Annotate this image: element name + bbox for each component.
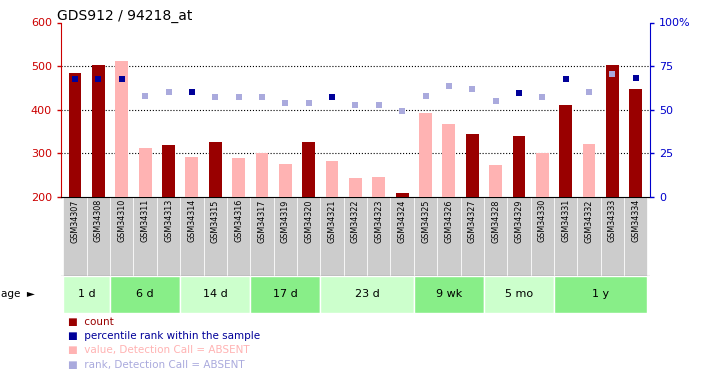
Text: ■  value, Detection Call = ABSENT: ■ value, Detection Call = ABSENT [68,345,250,355]
Text: GDS912 / 94218_at: GDS912 / 94218_at [57,9,193,23]
Bar [349,178,362,197]
Text: 9 wk: 9 wk [436,290,462,299]
Bar [227,197,251,276]
Text: 17 d: 17 d [273,290,298,299]
Text: ■  percentile rank within the sample: ■ percentile rank within the sample [68,331,261,341]
Text: GSM34326: GSM34326 [444,199,453,243]
Text: GSM34331: GSM34331 [561,199,570,243]
Bar [232,158,245,197]
Bar [367,197,391,276]
Bar [180,197,203,276]
Bar [582,144,595,197]
Bar [437,197,460,276]
Text: GSM34327: GSM34327 [467,199,477,243]
Bar [116,61,129,197]
Bar [180,276,251,313]
Bar [279,164,292,197]
Text: GSM34332: GSM34332 [584,199,594,243]
Text: GSM34319: GSM34319 [281,199,290,243]
Text: GSM34322: GSM34322 [351,199,360,243]
Bar [139,148,151,197]
Bar [203,197,227,276]
Text: GSM34314: GSM34314 [187,199,196,243]
Bar [209,142,222,197]
Text: GSM34328: GSM34328 [491,199,500,243]
Bar [256,153,269,197]
Bar [274,197,297,276]
Text: 6 d: 6 d [136,290,154,299]
Bar [484,197,508,276]
Bar [536,153,549,197]
Bar [251,276,320,313]
Text: ■  count: ■ count [68,317,114,327]
Bar [157,197,180,276]
Bar [513,136,526,197]
Bar [302,142,315,197]
Bar [320,197,344,276]
Bar [326,161,338,197]
Bar [414,276,484,313]
Text: age  ►: age ► [1,290,35,299]
Bar [508,197,531,276]
Bar [489,165,502,197]
Text: 23 d: 23 d [355,290,380,299]
Text: 14 d: 14 d [203,290,228,299]
Text: GSM34310: GSM34310 [117,199,126,243]
Bar [484,276,554,313]
Bar [69,73,81,197]
Text: GSM34315: GSM34315 [210,199,220,243]
Bar [92,65,105,197]
Text: GSM34316: GSM34316 [234,199,243,243]
Bar [630,89,642,197]
Text: ■  rank, Detection Call = ABSENT: ■ rank, Detection Call = ABSENT [68,360,245,370]
Bar [460,197,484,276]
Bar [297,197,320,276]
Bar [624,197,648,276]
Text: GSM34308: GSM34308 [94,199,103,243]
Bar [251,197,274,276]
Bar [554,197,577,276]
Text: GSM34334: GSM34334 [631,199,640,243]
Text: GSM34311: GSM34311 [141,199,149,243]
Text: GSM34313: GSM34313 [164,199,173,243]
Bar [134,197,157,276]
Bar [414,197,437,276]
Text: GSM34307: GSM34307 [70,199,80,243]
Bar [606,65,619,197]
Text: 5 mo: 5 mo [505,290,533,299]
Text: 1 y: 1 y [592,290,610,299]
Text: GSM34321: GSM34321 [327,199,337,243]
Bar [87,197,110,276]
Bar [162,146,175,197]
Bar [391,197,414,276]
Text: GSM34325: GSM34325 [421,199,430,243]
Bar [344,197,367,276]
Text: GSM34320: GSM34320 [304,199,313,243]
Bar [442,124,455,197]
Bar [63,197,87,276]
Text: GSM34330: GSM34330 [538,199,547,243]
Bar [373,177,385,197]
Bar [577,197,601,276]
Text: GSM34317: GSM34317 [258,199,266,243]
Bar [531,197,554,276]
Bar [110,276,180,313]
Bar [396,194,409,197]
Text: GSM34323: GSM34323 [374,199,383,243]
Text: 1 d: 1 d [78,290,95,299]
Text: GSM34324: GSM34324 [398,199,406,243]
Bar [63,276,110,313]
Bar [601,197,624,276]
Bar [554,276,648,313]
Bar [466,134,479,197]
Bar [185,157,198,197]
Bar [110,197,134,276]
Bar [419,113,432,197]
Text: GSM34333: GSM34333 [608,199,617,243]
Bar [320,276,414,313]
Bar [559,105,572,197]
Text: GSM34329: GSM34329 [515,199,523,243]
